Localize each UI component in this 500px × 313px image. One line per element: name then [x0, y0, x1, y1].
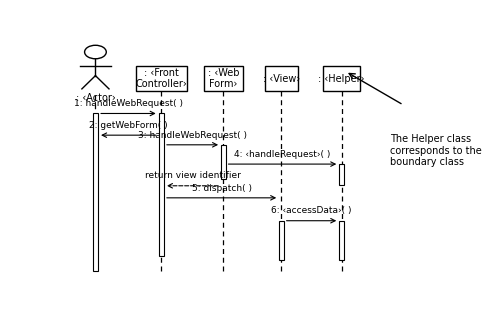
- Bar: [339, 221, 344, 260]
- Bar: [204, 66, 242, 90]
- Bar: [158, 114, 164, 256]
- Text: 2: getWebForm( ): 2: getWebForm( ): [89, 121, 168, 130]
- Text: 6: ‹accessData›( ): 6: ‹accessData›( ): [271, 207, 351, 215]
- Text: 1: handleWebRequest( ): 1: handleWebRequest( ): [74, 99, 183, 108]
- Bar: [265, 66, 298, 90]
- Text: return view identifier: return view identifier: [144, 172, 240, 181]
- Bar: [136, 66, 186, 90]
- Text: The Helper class
corresponds to the
boundary class: The Helper class corresponds to the boun…: [390, 134, 482, 167]
- Text: : ‹Front
Controller›: : ‹Front Controller›: [136, 68, 187, 89]
- Text: : ‹Web
Form›: : ‹Web Form›: [208, 68, 239, 89]
- Text: : ‹View›: : ‹View›: [263, 74, 300, 84]
- Bar: [323, 66, 360, 90]
- Text: 5: dispatch( ): 5: dispatch( ): [192, 183, 252, 192]
- Text: : ‹Helper›: : ‹Helper›: [318, 74, 365, 84]
- Text: : ‹Actor›: : ‹Actor›: [76, 93, 116, 103]
- Text: 4: ‹handleRequest›( ): 4: ‹handleRequest›( ): [234, 150, 330, 159]
- Text: 3: handleWebRequest( ): 3: handleWebRequest( ): [138, 131, 247, 140]
- Bar: [221, 145, 226, 178]
- Bar: [339, 164, 344, 185]
- Bar: [279, 221, 284, 260]
- Bar: [92, 114, 98, 271]
